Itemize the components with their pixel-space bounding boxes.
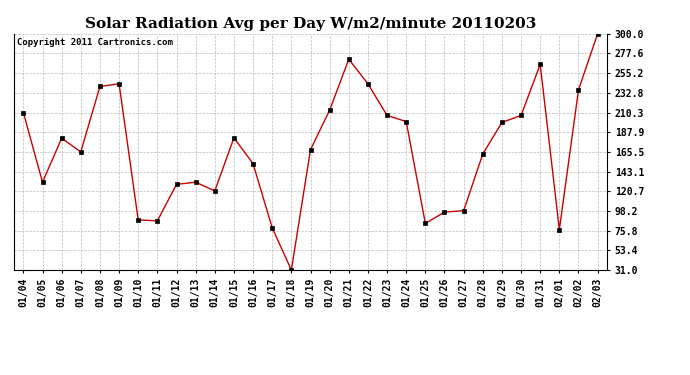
Title: Solar Radiation Avg per Day W/m2/minute 20110203: Solar Radiation Avg per Day W/m2/minute …	[85, 17, 536, 31]
Text: Copyright 2011 Cartronics.com: Copyright 2011 Cartronics.com	[17, 39, 172, 48]
